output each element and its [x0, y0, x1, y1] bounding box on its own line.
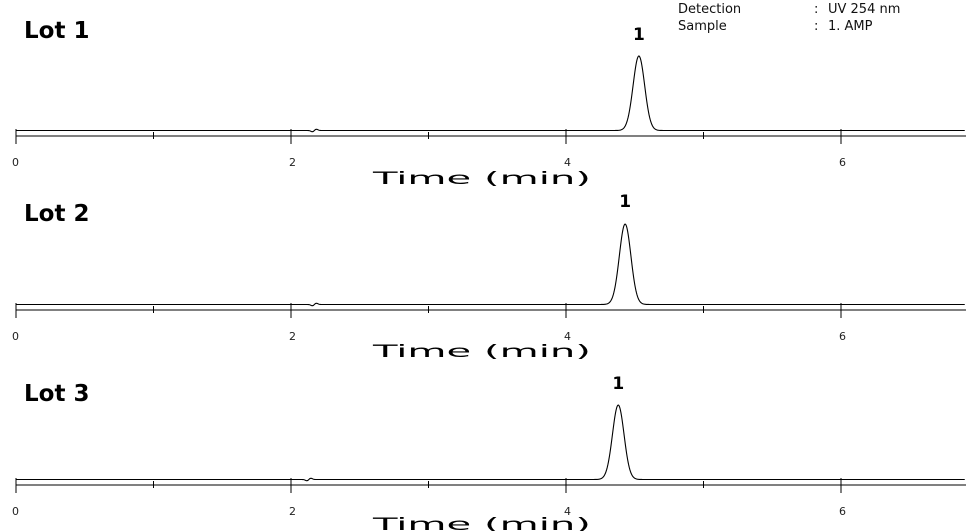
peak-label: 1 [619, 192, 631, 212]
x-tick-label: 4 [564, 156, 571, 169]
chart-title: Lot 1 [24, 18, 89, 44]
x-tick-label: 2 [289, 156, 296, 169]
x-tick-label: 0 [12, 505, 19, 518]
x-axis-label: Time (min) [371, 342, 591, 362]
x-tick-label: 6 [839, 330, 846, 343]
x-tick-label: 0 [12, 330, 19, 343]
method-info: Detection : UV 254 nm Sample : 1. AMP [678, 2, 968, 36]
detection-colon: : [814, 2, 819, 17]
x-tick-label: 6 [839, 156, 846, 169]
sample-label: Sample [678, 19, 727, 34]
sample-value: 1. AMP [828, 19, 873, 34]
x-axis-label: Time (min) [371, 169, 591, 189]
detection-value: UV 254 nm [828, 2, 901, 17]
chart-title: Lot 3 [24, 381, 89, 407]
chromatogram-trace [16, 55, 965, 133]
chromatogram-lot-3: Lot 3 0 2 4 6 Time (min) 1 [12, 374, 966, 531]
sample-row: Sample : 1. AMP [678, 19, 968, 35]
x-tick-label: 6 [839, 505, 846, 518]
peak-label: 1 [612, 374, 624, 394]
chromatogram-trace [16, 223, 965, 307]
chromatogram-lot-2: Lot 2 0 2 4 6 Time (min) 1 [12, 192, 966, 362]
x-axis-label: Time (min) [371, 515, 591, 531]
chart-title: Lot 2 [24, 201, 89, 227]
sample-colon: : [814, 19, 819, 34]
x-tick-label: 2 [289, 505, 296, 518]
chromatogram-lot-1: Lot 1 0 2 4 6 Time (min) 1 [12, 18, 966, 189]
peak-label: 1 [633, 25, 645, 45]
x-tick-label: 4 [564, 330, 571, 343]
x-tick-label: 0 [12, 156, 19, 169]
detection-label: Detection [678, 2, 742, 17]
x-tick-label: 2 [289, 330, 296, 343]
x-tick-label: 4 [564, 505, 571, 518]
chromatogram-trace [16, 404, 965, 482]
detection-row: Detection : UV 254 nm [678, 2, 968, 18]
